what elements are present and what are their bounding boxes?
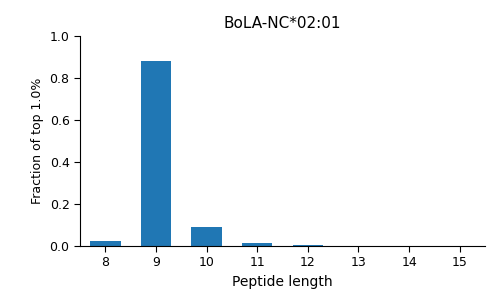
X-axis label: Peptide length: Peptide length bbox=[232, 275, 333, 289]
Title: BoLA-NC*02:01: BoLA-NC*02:01 bbox=[224, 16, 341, 31]
Bar bbox=[292, 245, 323, 246]
Bar bbox=[90, 241, 120, 246]
Bar bbox=[140, 61, 171, 246]
Y-axis label: Fraction of top 1.0%: Fraction of top 1.0% bbox=[31, 78, 44, 204]
Bar bbox=[242, 243, 272, 246]
Bar bbox=[192, 227, 222, 246]
